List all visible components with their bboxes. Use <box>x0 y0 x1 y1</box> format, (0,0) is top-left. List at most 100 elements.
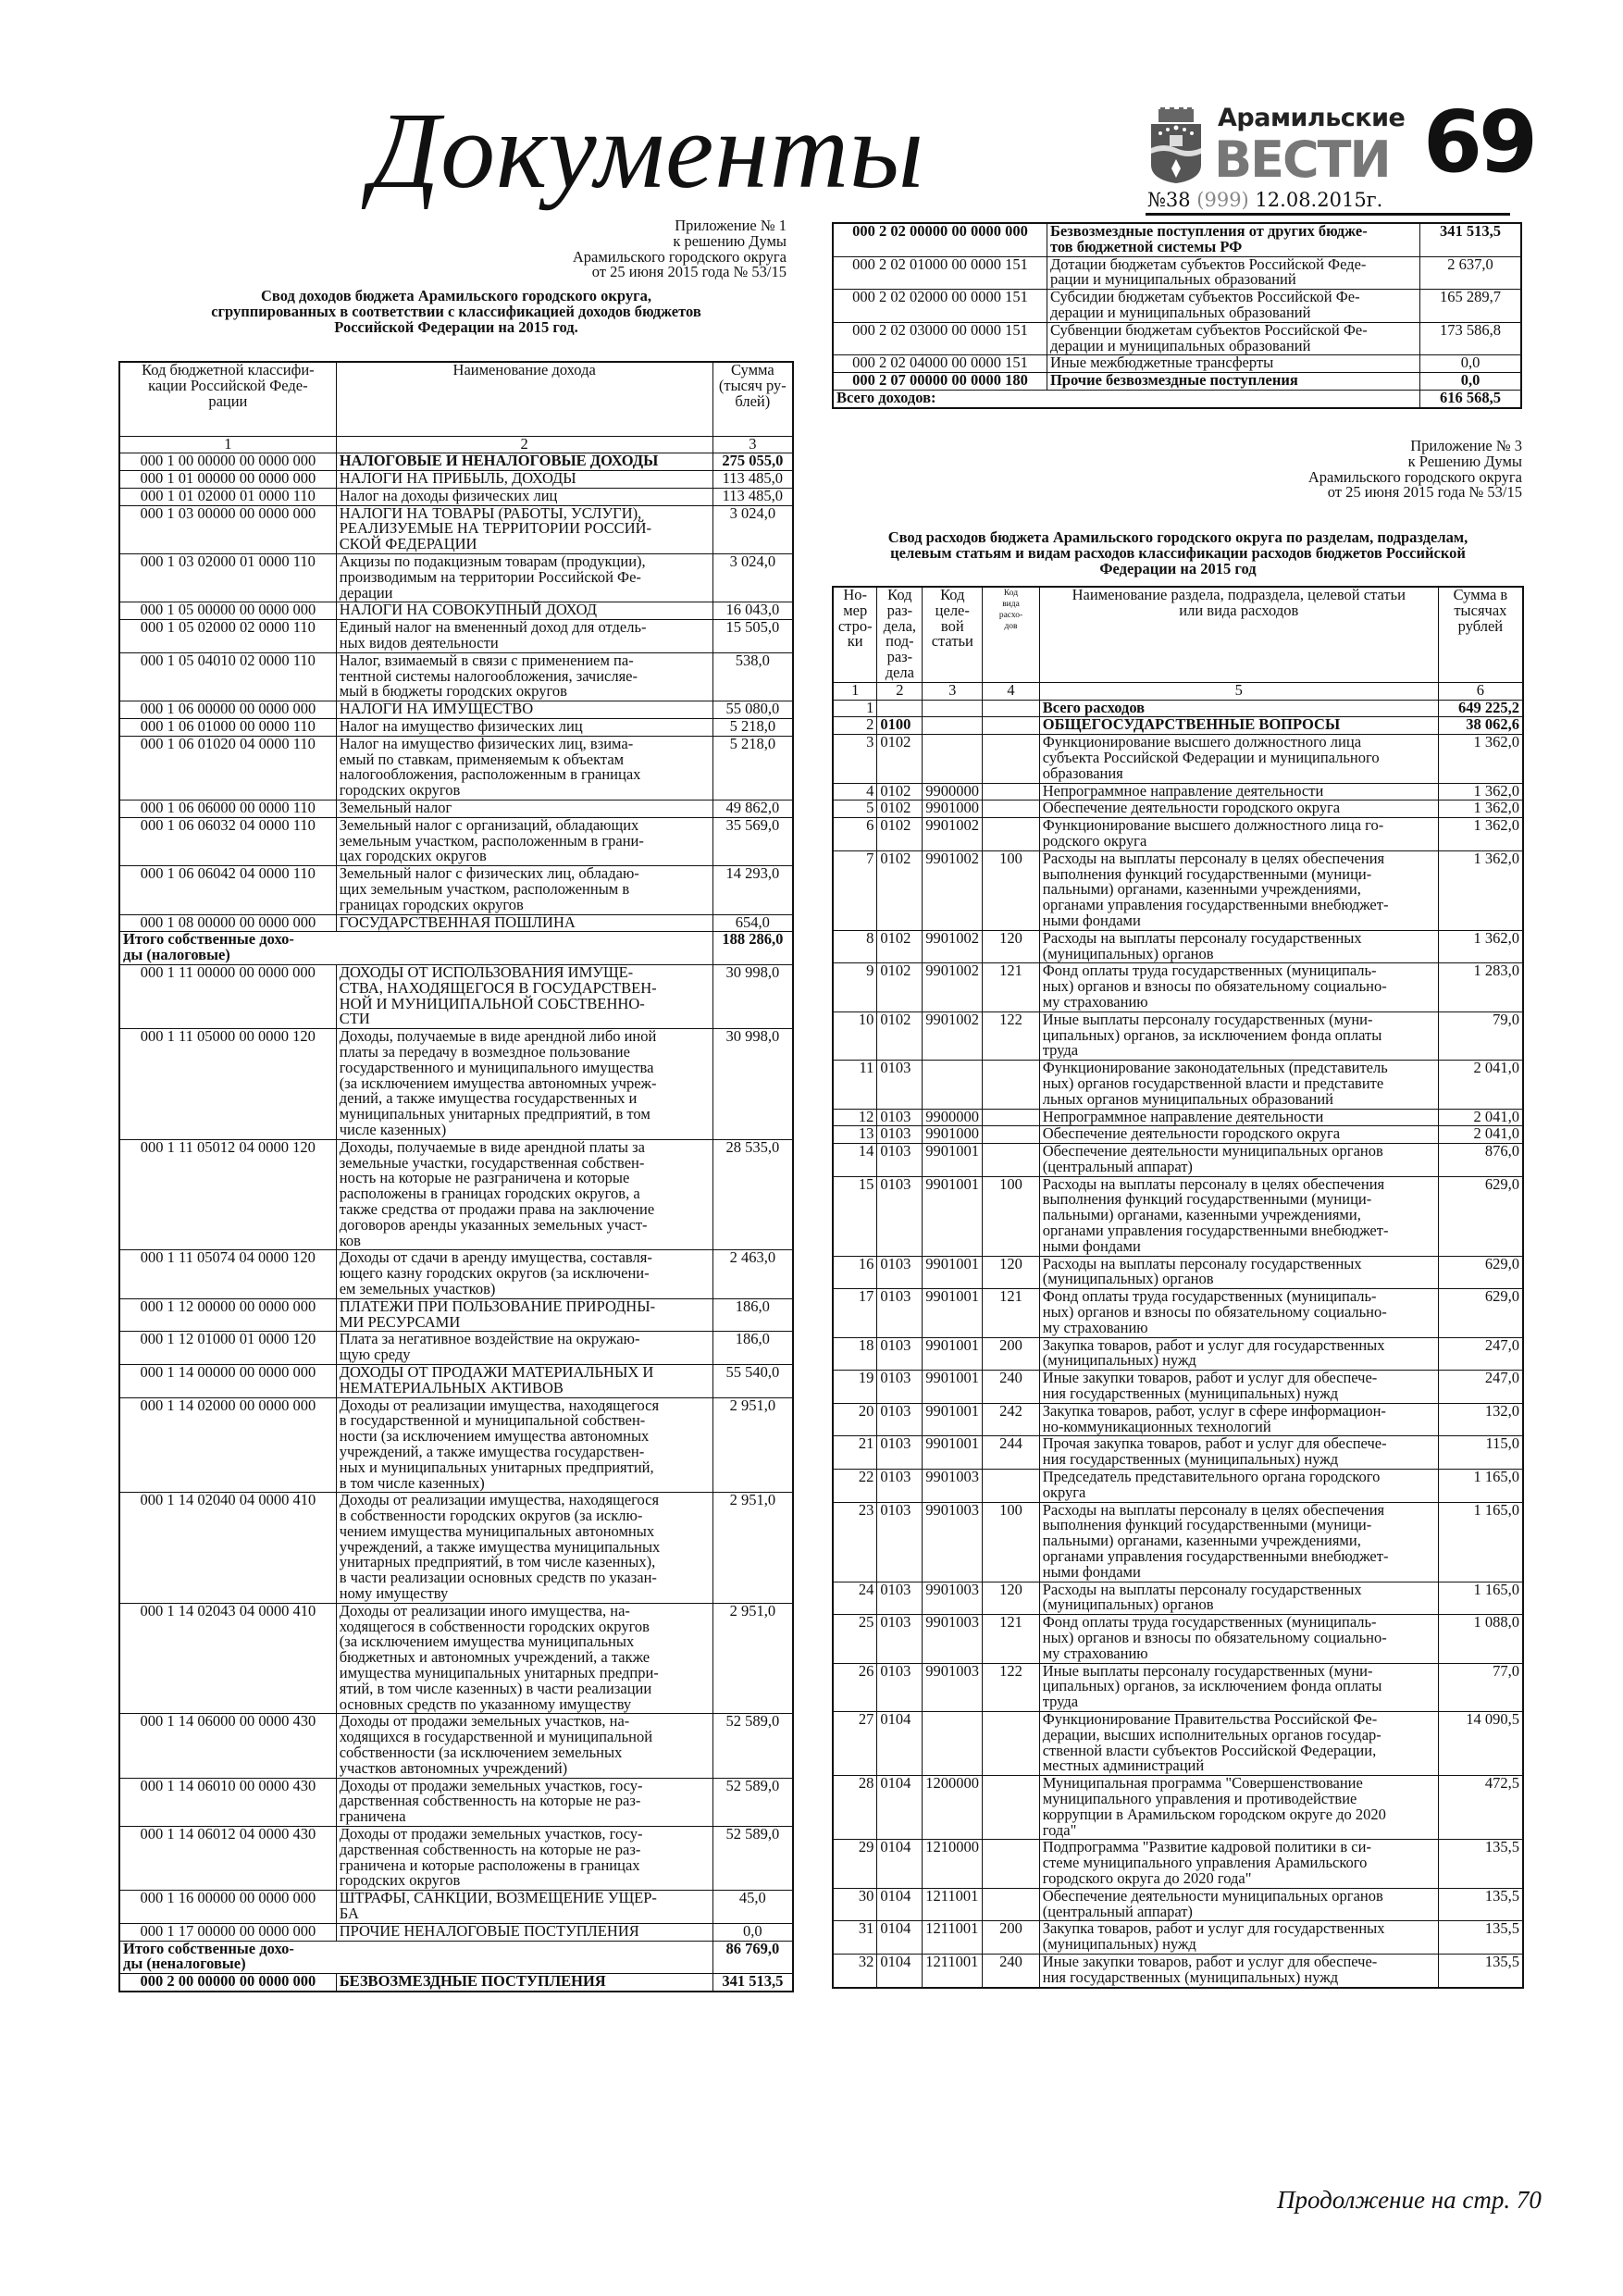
expense-name: Иные выплаты персоналу государственных (… <box>1038 1011 1439 1061</box>
table-row: 000 1 14 02040 04 0000 410 Доходы от реал… <box>118 1492 794 1604</box>
income-sum: 0,0 <box>1419 372 1522 391</box>
income-sum: 2 463,0 <box>712 1249 794 1299</box>
row-number: 31 <box>832 1920 878 1955</box>
income-name: Земельный налог с организаций, обладающи… <box>335 816 713 867</box>
coat-of-arms-icon <box>1151 107 1201 183</box>
expense-name: Обеспечение деятельности муниципальных о… <box>1038 1143 1439 1177</box>
table-row: 27 0104 Функционирование Правительства Рос… <box>832 1710 1524 1777</box>
income-name: Доходы от реализации иного имущества, на… <box>335 1602 713 1715</box>
income-name: Доходы, получаемые в виде арендной платы… <box>335 1138 713 1251</box>
income-name: НАЛОГИ НА ИМУЩЕСТВО <box>335 701 713 720</box>
table-row: 000 1 14 02000 00 0000 000 Доходы от реал… <box>118 1396 794 1494</box>
row-number: 29 <box>832 1839 878 1889</box>
income-sum: 49 862,0 <box>712 800 794 818</box>
row-number: 5 <box>832 800 878 819</box>
section-code: 0103 <box>876 1108 923 1127</box>
expense-sum: 135,5 <box>1437 1887 1524 1922</box>
table-row: 12 0103 9900000 Непрограммное направление д… <box>832 1108 1524 1127</box>
budget-code: 000 1 08 00000 00 0000 000 <box>118 913 337 933</box>
income-sum: 5 218,0 <box>712 718 794 737</box>
table-row: 000 1 11 00000 00 0000 000 ДОХОДЫ ОТ ИСПО… <box>118 963 794 1030</box>
budget-code: 000 1 12 00000 00 0000 000 <box>118 1297 337 1333</box>
income-name: Иные межбюджетные трансферты <box>1046 354 1421 374</box>
expense-type-code <box>982 1839 1040 1889</box>
row-number: 28 <box>832 1775 878 1841</box>
expense-type-code: 121 <box>982 962 1040 1012</box>
target-code: 1211001 <box>922 1920 984 1955</box>
budget-code: 000 1 05 04010 02 0000 110 <box>118 652 337 702</box>
target-code: 9901001 <box>922 1402 984 1437</box>
income-name: Земельный налог с физических лиц, облада… <box>335 865 713 915</box>
row-number: 22 <box>832 1469 878 1503</box>
expense-name: Функционирование Правительства Российско… <box>1038 1710 1439 1777</box>
row-number: 21 <box>832 1435 878 1471</box>
income-sum: 2 951,0 <box>712 1396 794 1494</box>
table-row: 29 0104 1210000 Подпрограмма "Развитие кадр… <box>832 1839 1524 1889</box>
expense-sum: 629,0 <box>1437 1175 1524 1257</box>
expense-type-code: 100 <box>982 850 1040 931</box>
colnum: 3 <box>712 435 794 454</box>
table-row: 000 2 07 00000 00 0000 180 Прочие безвозм… <box>832 372 1522 391</box>
income-sum: 52 589,0 <box>712 1777 794 1828</box>
table-row: 000 2 02 02000 00 0000 151 Субсидии бюдже… <box>832 289 1522 323</box>
income-name: Субвенции бюджетам субъектов Российской … <box>1046 321 1421 356</box>
income-sum: 28 535,0 <box>712 1138 794 1251</box>
income-sum: 52 589,0 <box>712 1826 794 1892</box>
income-continuation-table: 000 2 02 00000 00 0000 000 Безвозмездные … <box>832 222 1522 409</box>
income-sum: 654,0 <box>712 913 794 933</box>
expense-type-code: 240 <box>982 1370 1040 1404</box>
table-row: 000 1 14 02043 04 0000 410 Доходы от реал… <box>118 1602 794 1715</box>
total-label: Итого собственные дохо- ды (неналоговые) <box>118 1940 713 1975</box>
target-code: 9901003 <box>922 1662 984 1712</box>
budget-code: 000 1 14 02043 04 0000 410 <box>118 1602 337 1715</box>
colnum: 1 <box>118 435 337 454</box>
expense-name: Обеспечение деятельности городского окру… <box>1038 1125 1439 1145</box>
expense-sum: 2 041,0 <box>1437 1108 1524 1127</box>
table-row: 3 0102 Функционирование высшего должностно… <box>832 734 1524 784</box>
table-row: 000 1 14 06010 00 0000 430 Доходы от прод… <box>118 1777 794 1828</box>
row-number: 1 <box>832 699 878 718</box>
table-row: 5 0102 9901000 Обеспечение деятельности гор… <box>832 800 1524 819</box>
target-code: 9901002 <box>922 850 984 931</box>
section-code: 0104 <box>876 1953 923 1989</box>
section-code: 0102 <box>876 800 923 819</box>
budget-code: 000 1 11 05000 00 0000 120 <box>118 1028 337 1140</box>
expense-sum: 132,0 <box>1437 1402 1524 1437</box>
expense-type-code: 122 <box>982 1011 1040 1061</box>
income-name: Единый налог на вмененный доход для отде… <box>335 619 713 653</box>
table-row: 30 0104 1211001 Обеспечение деятельности му… <box>832 1887 1524 1922</box>
budget-code: 000 1 06 01020 04 0000 110 <box>118 735 337 801</box>
expense-sum: 1 362,0 <box>1437 800 1524 819</box>
expense-type-code <box>982 716 1040 736</box>
row-number: 18 <box>832 1336 878 1371</box>
target-code: 9901001 <box>922 1255 984 1290</box>
budget-code: 000 1 01 00000 00 0000 000 <box>118 470 337 489</box>
expense-sum: 2 041,0 <box>1437 1125 1524 1145</box>
expense-name: Расходы на выплаты персоналу в целях обе… <box>1038 1175 1439 1257</box>
row-number: 6 <box>832 817 878 851</box>
expense-name: Расходы на выплаты персоналу в целях обе… <box>1038 850 1439 931</box>
appendix3-note: Приложение № 3 к Решению Думы Арамильско… <box>1307 437 1522 502</box>
header-rule <box>1146 213 1510 216</box>
income-name: НАЛОГИ НА СОВОКУПНЫЙ ДОХОД <box>335 602 713 621</box>
expense-type-code: 244 <box>982 1435 1040 1471</box>
budget-code: 000 2 02 02000 00 0000 151 <box>832 289 1047 323</box>
row-number: 27 <box>832 1710 878 1777</box>
table-row: 9 0102 9901002 121 Фонд оплаты труда государ… <box>832 962 1524 1012</box>
income-name: ГОСУДАРСТВЕННАЯ ПОШЛИНА <box>335 913 713 933</box>
row-number: 11 <box>832 1060 878 1110</box>
expense-type-code <box>982 734 1040 784</box>
appendix1-note: Приложение № 1 к решению Думы Арамильско… <box>572 217 787 281</box>
target-code <box>922 1710 984 1777</box>
expense-name: Иные выплаты персоналу государственных (… <box>1038 1662 1439 1712</box>
budget-code: 000 2 02 01000 00 0000 151 <box>832 255 1047 291</box>
colnum: 2 <box>876 681 923 701</box>
table-row: 000 1 03 02000 01 0000 110 Акцизы по пода… <box>118 553 794 603</box>
expense-name: Закупка товаров, работ и услуг для госуд… <box>1038 1336 1439 1371</box>
expense-name: Закупка товаров, работ и услуг для госуд… <box>1038 1920 1439 1955</box>
table-row: 26 0103 9901003 122 Иные выплаты персоналу г… <box>832 1662 1524 1712</box>
expense-sum: 629,0 <box>1437 1288 1524 1338</box>
expense-type-code <box>982 1775 1040 1841</box>
target-code: 9900000 <box>922 782 984 801</box>
expense-sum: 135,5 <box>1437 1839 1524 1889</box>
